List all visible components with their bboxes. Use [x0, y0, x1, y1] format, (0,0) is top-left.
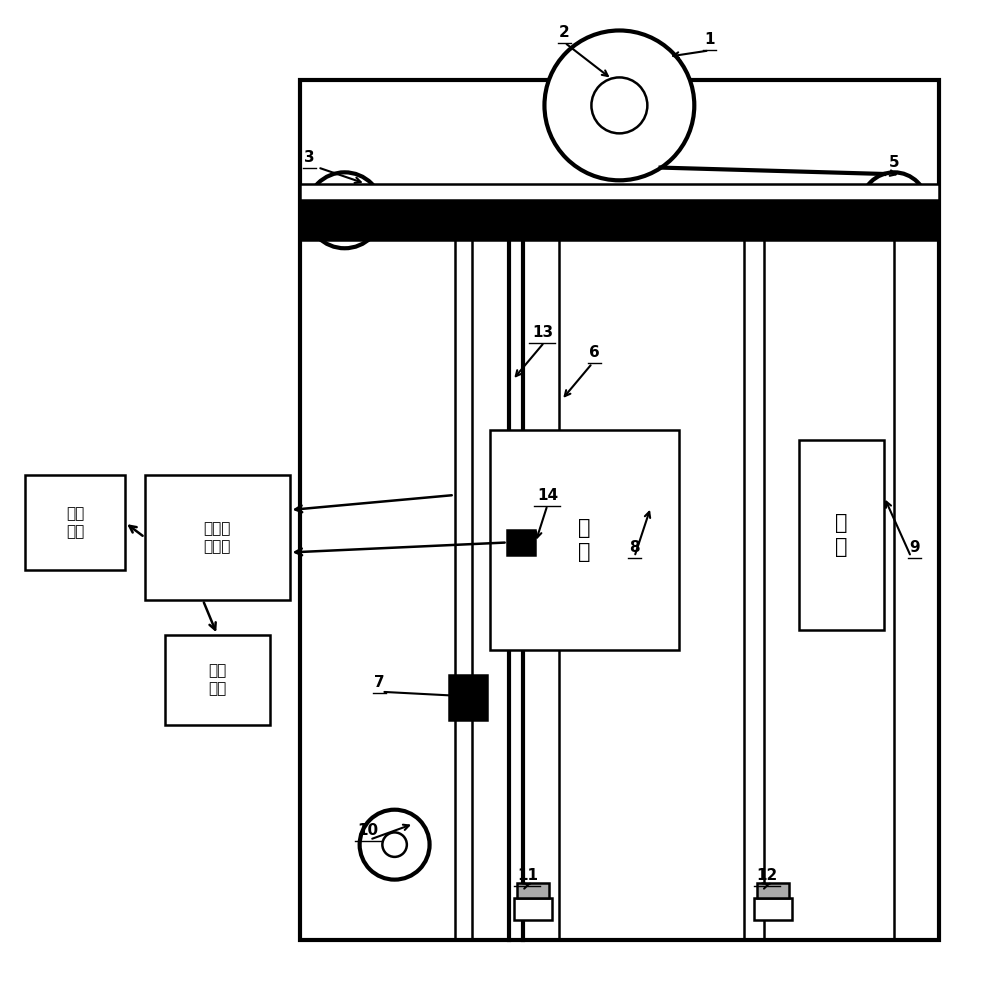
- Bar: [300, 80, 939, 940]
- Text: 13: 13: [531, 325, 553, 340]
- Bar: [165, 635, 270, 725]
- Text: 2: 2: [559, 25, 569, 40]
- Bar: [300, 200, 939, 240]
- Bar: [757, 883, 789, 898]
- Circle shape: [591, 77, 647, 133]
- Bar: [145, 475, 290, 600]
- Text: 8: 8: [629, 540, 639, 555]
- Bar: [449, 675, 487, 720]
- Circle shape: [360, 810, 430, 880]
- Text: 安全
回路: 安全 回路: [208, 664, 227, 696]
- Text: 3: 3: [305, 150, 315, 165]
- Text: 磨损计
算单元: 磨损计 算单元: [204, 521, 231, 554]
- Text: 对
重: 对 重: [835, 513, 848, 557]
- Bar: [754, 898, 792, 920]
- Bar: [507, 530, 535, 555]
- Text: 10: 10: [357, 823, 379, 838]
- Circle shape: [861, 172, 927, 238]
- Text: 12: 12: [756, 868, 778, 883]
- Bar: [799, 440, 884, 630]
- Text: 14: 14: [536, 488, 558, 503]
- Bar: [514, 898, 552, 920]
- Bar: [25, 475, 125, 570]
- Text: 11: 11: [516, 868, 538, 883]
- Text: 轿
厢: 轿 厢: [578, 518, 590, 562]
- Text: 1: 1: [704, 32, 714, 47]
- Text: 9: 9: [909, 540, 919, 555]
- Circle shape: [307, 172, 383, 248]
- Circle shape: [544, 30, 694, 180]
- Text: 5: 5: [889, 155, 899, 170]
- Text: 7: 7: [375, 675, 385, 690]
- Circle shape: [383, 832, 407, 857]
- Bar: [300, 184, 939, 200]
- Bar: [517, 883, 549, 898]
- Text: 主控
制器: 主控 制器: [66, 506, 84, 539]
- Text: 6: 6: [589, 345, 599, 360]
- Bar: [490, 430, 679, 650]
